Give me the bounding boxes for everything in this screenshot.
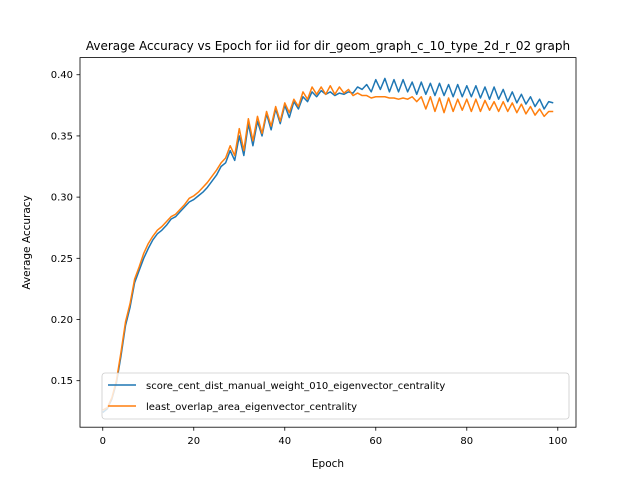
plot-frame <box>79 57 577 428</box>
y-tick-label: 0.35 <box>51 131 73 142</box>
y-tick-label: 0.40 <box>51 70 73 81</box>
x-tick-label: 20 <box>187 436 200 447</box>
x-tick-label: 60 <box>369 436 382 447</box>
y-tick-label: 0.20 <box>51 315 73 326</box>
y-tick-label: 0.25 <box>51 254 73 265</box>
chart-title: Average Accuracy vs Epoch for iid for di… <box>86 39 570 53</box>
x-tick-label: 40 <box>278 436 291 447</box>
x-tick-label: 100 <box>548 436 567 447</box>
x-axis-label: Epoch <box>312 458 344 470</box>
x-axis-ticks: 0 20 40 60 80 100 <box>100 427 567 447</box>
legend-label-score-cent-dist: score_cent_dist_manual_weight_010_eigenv… <box>146 381 445 392</box>
series-lines <box>102 77 554 414</box>
series-line-2 <box>102 85 554 411</box>
legend-box <box>101 372 570 420</box>
y-tick-label: 0.15 <box>51 376 73 387</box>
y-tick-label: 0.30 <box>51 193 73 204</box>
x-tick-label: 0 <box>100 436 106 447</box>
y-axis-ticks: 0.15 0.20 0.25 0.30 0.35 0.40 <box>51 70 80 387</box>
y-axis-label: Average Accuracy <box>21 195 33 289</box>
legend-label-least-overlap-area: least_overlap_area_eigenvector_centralit… <box>146 402 357 413</box>
x-tick-label: 80 <box>460 436 473 447</box>
series-line-1 <box>102 77 554 414</box>
legend: score_cent_dist_manual_weight_010_eigenv… <box>101 372 570 420</box>
